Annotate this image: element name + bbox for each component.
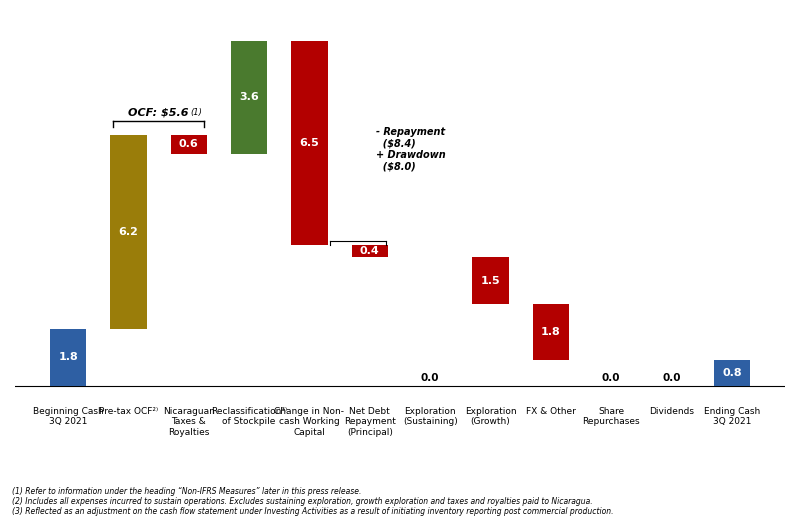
Text: 6.5: 6.5: [300, 138, 319, 148]
Text: 6.2: 6.2: [118, 227, 138, 237]
Text: (1): (1): [190, 108, 202, 117]
Text: 0.6: 0.6: [179, 140, 198, 149]
Text: 0.0: 0.0: [662, 373, 681, 383]
Bar: [50, 329, 86, 386]
Text: 0.0: 0.0: [602, 373, 621, 383]
Text: 1.5: 1.5: [481, 276, 500, 285]
Text: (1) Refer to information under the heading “Non-IFRS Measures” later in this pre: (1) Refer to information under the headi…: [12, 487, 614, 516]
Text: 0.0: 0.0: [421, 373, 439, 383]
Text: 0.4: 0.4: [360, 246, 380, 256]
Bar: [291, 41, 327, 244]
Text: OCF: $5.6: OCF: $5.6: [128, 107, 189, 117]
Bar: [533, 304, 569, 361]
Bar: [231, 41, 267, 154]
Bar: [110, 135, 146, 329]
Text: 1.8: 1.8: [58, 352, 78, 362]
Text: 1.8: 1.8: [541, 327, 561, 337]
Text: - Repayment
  ($8.4)
+ Drawdown
  ($8.0): - Repayment ($8.4) + Drawdown ($8.0): [376, 127, 446, 172]
Bar: [473, 257, 509, 304]
Bar: [714, 361, 750, 386]
Bar: [170, 135, 207, 154]
Text: 0.8: 0.8: [722, 368, 742, 378]
Bar: [352, 244, 388, 257]
Text: 3.6: 3.6: [239, 92, 259, 102]
